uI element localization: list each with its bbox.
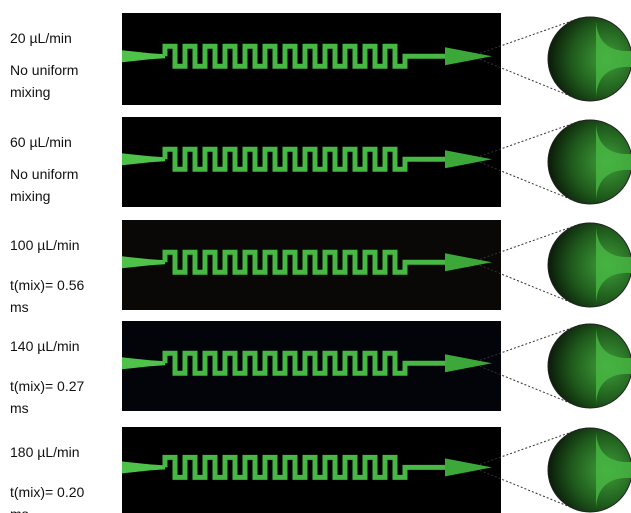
mixing-note: t(mix)= 0.20 ms bbox=[10, 484, 85, 513]
zoom-view bbox=[547, 427, 631, 513]
serpentine-channel bbox=[162, 249, 460, 275]
zoom-view bbox=[547, 16, 631, 102]
mixing-note: t(mix)= 0.27 ms bbox=[10, 378, 85, 416]
zoom-channel bbox=[596, 432, 631, 508]
outlet bbox=[445, 253, 492, 272]
flow-rate: 140 µL/min bbox=[10, 338, 80, 354]
serpentine-channel bbox=[162, 350, 460, 376]
zoom-line bbox=[479, 17, 581, 54]
serpentine-channel bbox=[162, 43, 460, 69]
serpentine-channel bbox=[162, 146, 460, 172]
flow-rate: 20 µL/min bbox=[10, 30, 72, 46]
zoom-view bbox=[547, 222, 631, 308]
flow-rate: 180 µL/min bbox=[10, 444, 80, 460]
zoom-channel bbox=[596, 21, 631, 97]
zoom-line bbox=[479, 223, 581, 260]
micrograph bbox=[122, 13, 501, 105]
zoom-line bbox=[479, 58, 581, 101]
zoom-line bbox=[479, 365, 581, 408]
inlet bbox=[122, 357, 165, 370]
outlet bbox=[445, 47, 492, 66]
outlet bbox=[445, 458, 492, 477]
zoom-view bbox=[547, 119, 631, 205]
flow-rate: 60 µL/min bbox=[10, 134, 72, 150]
zoom-line bbox=[479, 469, 581, 512]
mixing-note: No uniform mixing bbox=[10, 166, 79, 204]
zoom-view bbox=[547, 323, 631, 409]
zoom-line bbox=[479, 120, 581, 157]
zoom-channel bbox=[596, 124, 631, 200]
zoom-line bbox=[479, 324, 581, 361]
flow-rate: 100 µL/min bbox=[10, 237, 80, 253]
inlet bbox=[122, 50, 165, 63]
zoom-line bbox=[479, 428, 581, 465]
zoom-channel bbox=[596, 227, 631, 303]
outlet bbox=[445, 354, 492, 373]
outlet bbox=[445, 150, 492, 169]
mixing-note: t(mix)= 0.56 ms bbox=[10, 277, 85, 315]
micrograph bbox=[122, 427, 501, 513]
inlet bbox=[122, 153, 165, 166]
mixing-note: No uniform mixing bbox=[10, 62, 79, 100]
micrograph bbox=[122, 117, 501, 207]
inlet bbox=[122, 256, 165, 269]
micrograph bbox=[122, 321, 501, 411]
zoom-channel bbox=[596, 328, 631, 404]
micrograph bbox=[122, 220, 501, 310]
inlet bbox=[122, 461, 165, 474]
zoom-line bbox=[479, 264, 581, 307]
serpentine-channel bbox=[162, 454, 460, 480]
zoom-line bbox=[479, 161, 581, 204]
